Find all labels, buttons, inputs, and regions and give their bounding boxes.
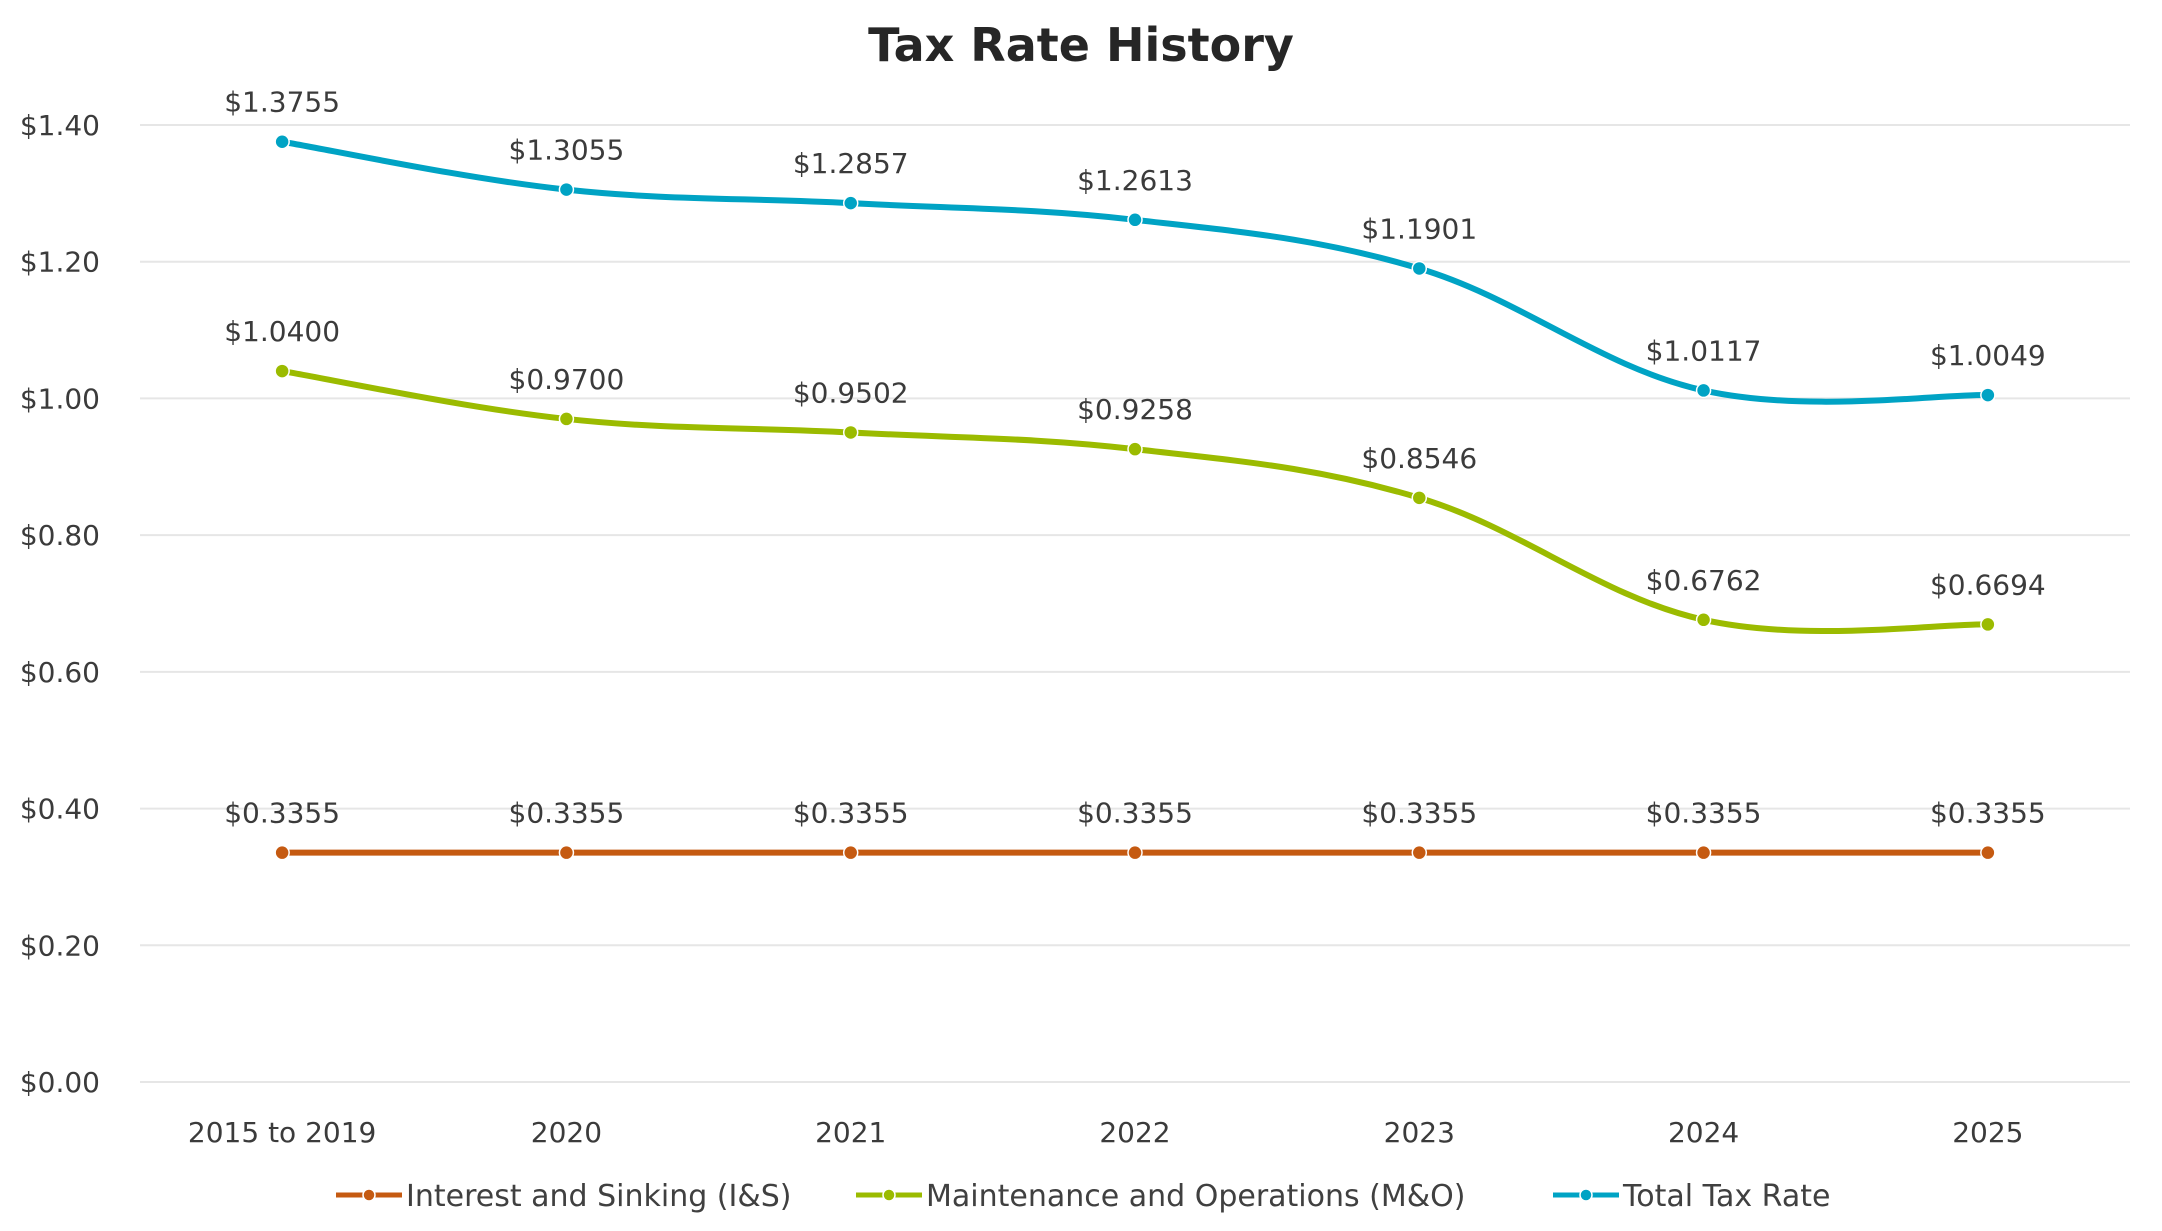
x-tick-label: 2022 [1099,1116,1170,1149]
data-label-total-tax-rate: $1.0117 [1646,334,1762,367]
data-label-total-tax-rate: $1.2857 [793,147,909,180]
data-point-m-and-o[interactable] [842,424,859,441]
data-point-total-tax-rate[interactable] [274,133,290,150]
data-label-i-and-s: $0.3355 [1077,797,1193,830]
data-point-m-and-o[interactable] [274,363,290,379]
data-point-total-tax-rate[interactable] [1980,387,1996,403]
data-label-m-and-o: $0.9502 [793,376,909,409]
y-tick-label: $0.60 [20,656,100,689]
data-point-m-and-o[interactable] [1127,441,1143,457]
legend-label: Maintenance and Operations (M&O) [926,1179,1465,1214]
series-i-and-s [274,844,1996,861]
legend-item-i-and-s[interactable]: Interest and Sinking (I&S) [336,1179,792,1214]
x-tick-label: 2015 to 2019 [188,1116,376,1149]
data-point-m-and-o[interactable] [1980,616,1996,633]
data-point-i-and-s[interactable] [1127,844,1143,861]
data-label-i-and-s: $0.3355 [1646,797,1762,830]
legend-marker-icon [1579,1188,1593,1202]
data-label-total-tax-rate: $1.3755 [224,86,340,119]
gridlines [140,124,2130,1083]
y-tick-label: $0.80 [20,519,100,552]
y-tick-label: $0.00 [20,1066,100,1099]
legend-marker-icon [882,1188,896,1202]
y-tick-label: $1.00 [20,382,100,415]
x-tick-label: 2021 [815,1116,886,1149]
legend-label: Total Tax Rate [1622,1179,1830,1214]
data-point-total-tax-rate[interactable] [842,195,859,211]
data-point-total-tax-rate[interactable] [1695,382,1712,399]
x-tick-label: 2024 [1668,1116,1739,1149]
legend-item-m-and-o[interactable]: Maintenance and Operations (M&O) [856,1179,1465,1214]
data-point-m-and-o[interactable] [1411,490,1428,506]
data-point-i-and-s[interactable] [274,844,290,861]
series-lines [274,133,1996,861]
legend: Interest and Sinking (I&S) Maintenance an… [336,1179,1830,1214]
data-point-i-and-s[interactable] [1980,844,1996,861]
y-tick-label: $1.40 [20,109,100,142]
data-point-total-tax-rate[interactable] [1411,260,1428,277]
y-tick-label: $1.20 [20,246,100,279]
x-tick-label: 2025 [1952,1116,2023,1149]
x-tick-label: 2020 [531,1116,602,1149]
x-axis-tick-labels: 2015 to 2019 2020 2021 2022 2023 2024 2025 [188,1116,2024,1149]
data-label-i-and-s: $0.3355 [224,797,340,830]
data-label-i-and-s: $0.3355 [1361,797,1477,830]
y-tick-label: $0.20 [20,929,100,962]
data-labels: $0.3355 $0.3355 $0.3355 $0.3355 $0.3355 $0.33… [224,86,2046,830]
data-point-i-and-s[interactable] [1695,844,1712,861]
data-label-m-and-o: $1.0400 [224,315,340,348]
chart-title: Tax Rate History [868,18,1294,72]
y-tick-label: $0.40 [20,793,100,826]
data-point-total-tax-rate[interactable] [558,181,575,198]
data-label-m-and-o: $0.9258 [1077,393,1193,426]
data-point-i-and-s[interactable] [842,844,859,861]
data-label-total-tax-rate: $1.3055 [509,134,625,167]
data-label-i-and-s: $0.3355 [793,797,909,830]
data-label-i-and-s: $0.3355 [1930,797,2046,830]
data-point-m-and-o[interactable] [558,411,575,427]
data-point-i-and-s[interactable] [558,844,575,861]
data-point-i-and-s[interactable] [1411,844,1428,861]
data-label-i-and-s: $0.3355 [509,797,625,830]
legend-marker-icon [362,1188,376,1202]
data-label-m-and-o: $0.6694 [1930,568,2046,601]
series-m-and-o [274,363,1996,634]
data-point-m-and-o[interactable] [1695,612,1712,628]
data-label-m-and-o: $0.8546 [1361,442,1477,475]
data-label-total-tax-rate: $1.2613 [1077,164,1193,197]
x-tick-label: 2023 [1384,1116,1455,1149]
legend-item-total-tax-rate[interactable]: Total Tax Rate [1553,1179,1830,1214]
data-label-m-and-o: $0.9700 [509,363,625,396]
y-axis-tick-labels: $0.00 $0.20 $0.40 $0.60 $0.80 $1.00 $1.20 $1.40 [20,109,100,1099]
data-label-m-and-o: $0.6762 [1646,564,1762,597]
data-point-total-tax-rate[interactable] [1127,212,1143,228]
data-label-total-tax-rate: $1.1901 [1361,212,1477,245]
series-total-tax-rate [274,133,1996,405]
data-label-total-tax-rate: $1.0049 [1930,339,2046,372]
legend-label: Interest and Sinking (I&S) [406,1179,792,1214]
